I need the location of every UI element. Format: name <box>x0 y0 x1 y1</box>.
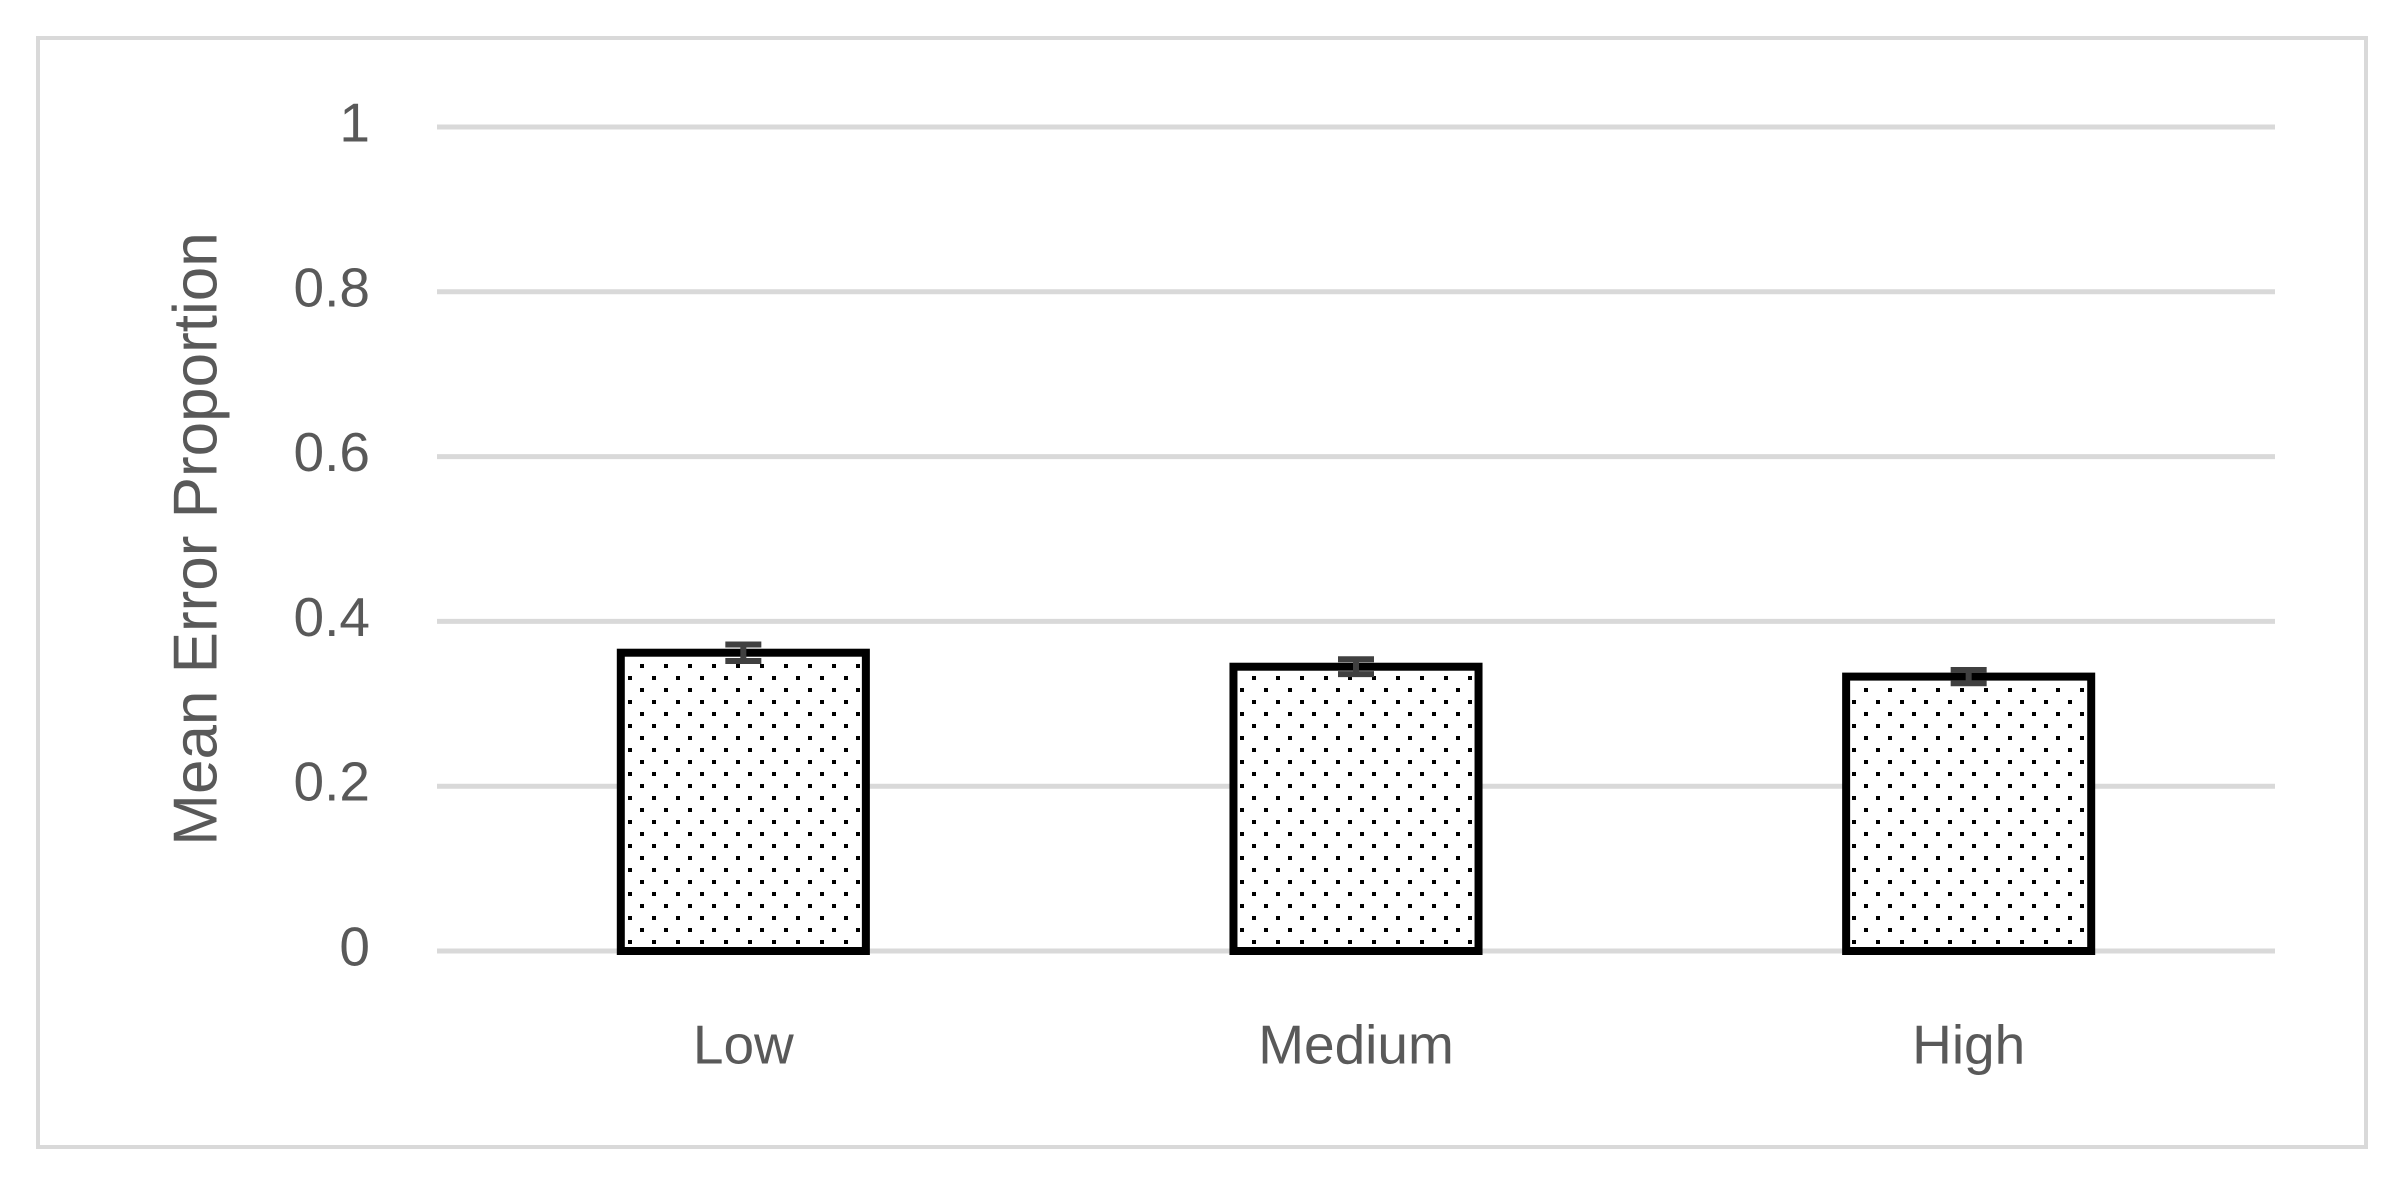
error-bar <box>1338 656 1374 678</box>
y-tick-label: 0.2 <box>294 751 370 813</box>
bar <box>616 648 870 955</box>
chart-frame <box>36 36 2368 1149</box>
y-tick-label: 0 <box>339 916 370 978</box>
y-tick-label: 0.6 <box>294 421 370 483</box>
y-axis-title: Mean Error Proportion <box>161 232 230 845</box>
y-tick-label: 0.4 <box>294 586 370 648</box>
error-bar <box>1950 667 1987 687</box>
bar <box>1842 672 2096 955</box>
y-tick-label: 1 <box>339 92 370 154</box>
error-bar <box>725 641 762 664</box>
x-tick-label: Low <box>693 1014 794 1076</box>
x-tick-label: High <box>1912 1014 2025 1076</box>
bar <box>1229 662 1483 955</box>
y-tick-label: 0.8 <box>294 256 370 318</box>
x-tick-label: Medium <box>1258 1014 1454 1076</box>
